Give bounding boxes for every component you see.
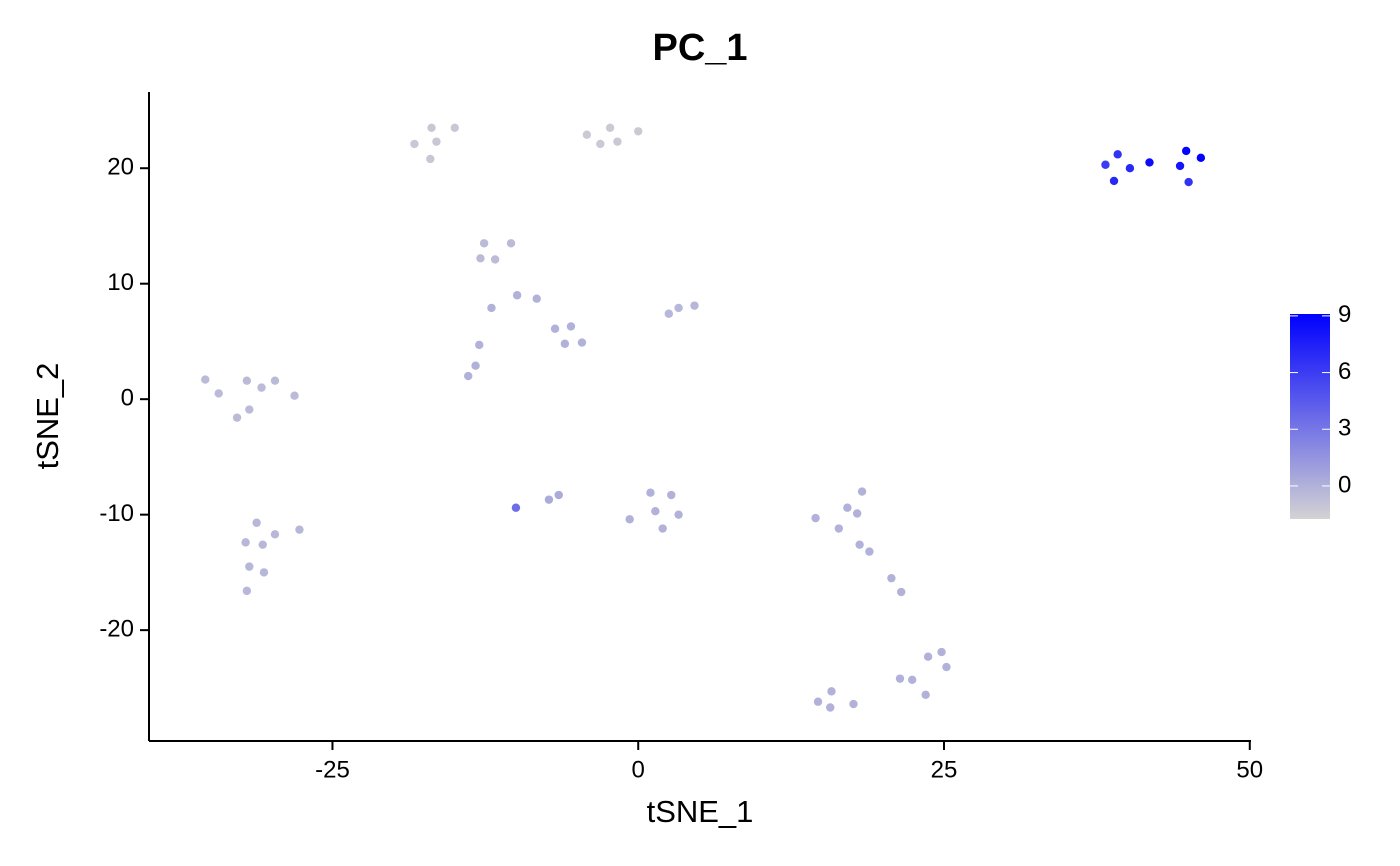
x-tick-label: 50 <box>1236 756 1263 783</box>
point <box>1181 146 1191 156</box>
y-tick-label: 20 <box>107 154 134 181</box>
point <box>646 488 655 497</box>
point <box>479 239 489 248</box>
point <box>896 587 906 597</box>
point <box>826 703 835 712</box>
point <box>554 490 563 500</box>
point <box>664 309 674 318</box>
y-tick-label: -10 <box>99 500 134 527</box>
point <box>834 524 844 533</box>
y-tick-label: 10 <box>107 269 134 296</box>
point <box>532 294 541 303</box>
point <box>1175 161 1185 171</box>
point <box>245 405 254 414</box>
colorbar-tick-label: 0 <box>1338 471 1351 498</box>
point <box>582 130 592 139</box>
point <box>887 573 896 583</box>
point <box>857 487 867 496</box>
point <box>464 371 473 381</box>
point <box>426 154 435 164</box>
chart-title: PC_1 <box>652 27 747 69</box>
colorbar-tick-label: 3 <box>1338 415 1351 442</box>
point <box>1101 160 1110 169</box>
point <box>512 291 522 300</box>
x-tick-label: 25 <box>931 756 958 783</box>
point <box>921 690 930 700</box>
point <box>613 137 622 146</box>
x-tick-label: -25 <box>315 756 350 783</box>
point <box>550 324 560 333</box>
point <box>577 338 587 347</box>
point <box>674 510 683 519</box>
point <box>258 540 267 549</box>
point <box>511 503 521 512</box>
point <box>865 547 874 556</box>
point <box>214 389 223 398</box>
point <box>242 586 252 596</box>
point <box>895 674 905 683</box>
x-axis-label: tSNE_1 <box>647 794 754 829</box>
point <box>201 375 210 384</box>
point <box>242 376 252 385</box>
point <box>843 503 852 512</box>
y-axis-label: tSNE_2 <box>30 363 65 470</box>
point <box>658 524 667 533</box>
point <box>1196 153 1206 163</box>
point <box>410 139 419 149</box>
point <box>1145 158 1154 167</box>
point <box>270 530 280 539</box>
point <box>667 490 676 500</box>
point <box>475 340 484 350</box>
point <box>560 339 570 348</box>
point <box>605 123 615 132</box>
point <box>942 662 951 672</box>
point <box>487 303 496 313</box>
point <box>259 568 269 577</box>
point <box>232 413 242 422</box>
point <box>566 322 576 331</box>
point <box>855 540 864 549</box>
point <box>544 495 554 504</box>
point <box>937 647 946 657</box>
point <box>813 697 823 706</box>
point <box>1113 150 1122 159</box>
point <box>245 562 254 571</box>
point <box>252 518 261 527</box>
point <box>852 509 862 518</box>
point <box>849 699 858 709</box>
colorbar <box>1290 314 1330 519</box>
point <box>427 123 436 132</box>
point <box>923 652 933 661</box>
point <box>1184 177 1193 187</box>
point <box>490 255 500 264</box>
point <box>257 383 266 392</box>
point <box>1125 164 1135 173</box>
colorbar-tick-label: 6 <box>1338 358 1351 385</box>
point <box>811 513 820 523</box>
point <box>506 239 516 248</box>
point <box>270 376 280 385</box>
point <box>625 515 634 524</box>
x-tick-label: 0 <box>632 756 645 783</box>
point <box>295 525 304 534</box>
colorbar-tick-label: 9 <box>1338 301 1351 328</box>
point <box>290 391 299 400</box>
point <box>674 303 683 313</box>
point <box>827 687 836 696</box>
point <box>241 538 250 547</box>
y-tick-label: -20 <box>99 615 134 642</box>
point <box>908 675 917 684</box>
point <box>471 361 480 370</box>
point <box>634 127 643 136</box>
point <box>1109 176 1119 186</box>
point <box>690 301 699 310</box>
point <box>596 139 605 149</box>
y-tick-label: 0 <box>121 385 134 412</box>
point <box>432 137 441 146</box>
point <box>450 123 459 132</box>
point <box>651 506 660 516</box>
point <box>476 254 485 263</box>
